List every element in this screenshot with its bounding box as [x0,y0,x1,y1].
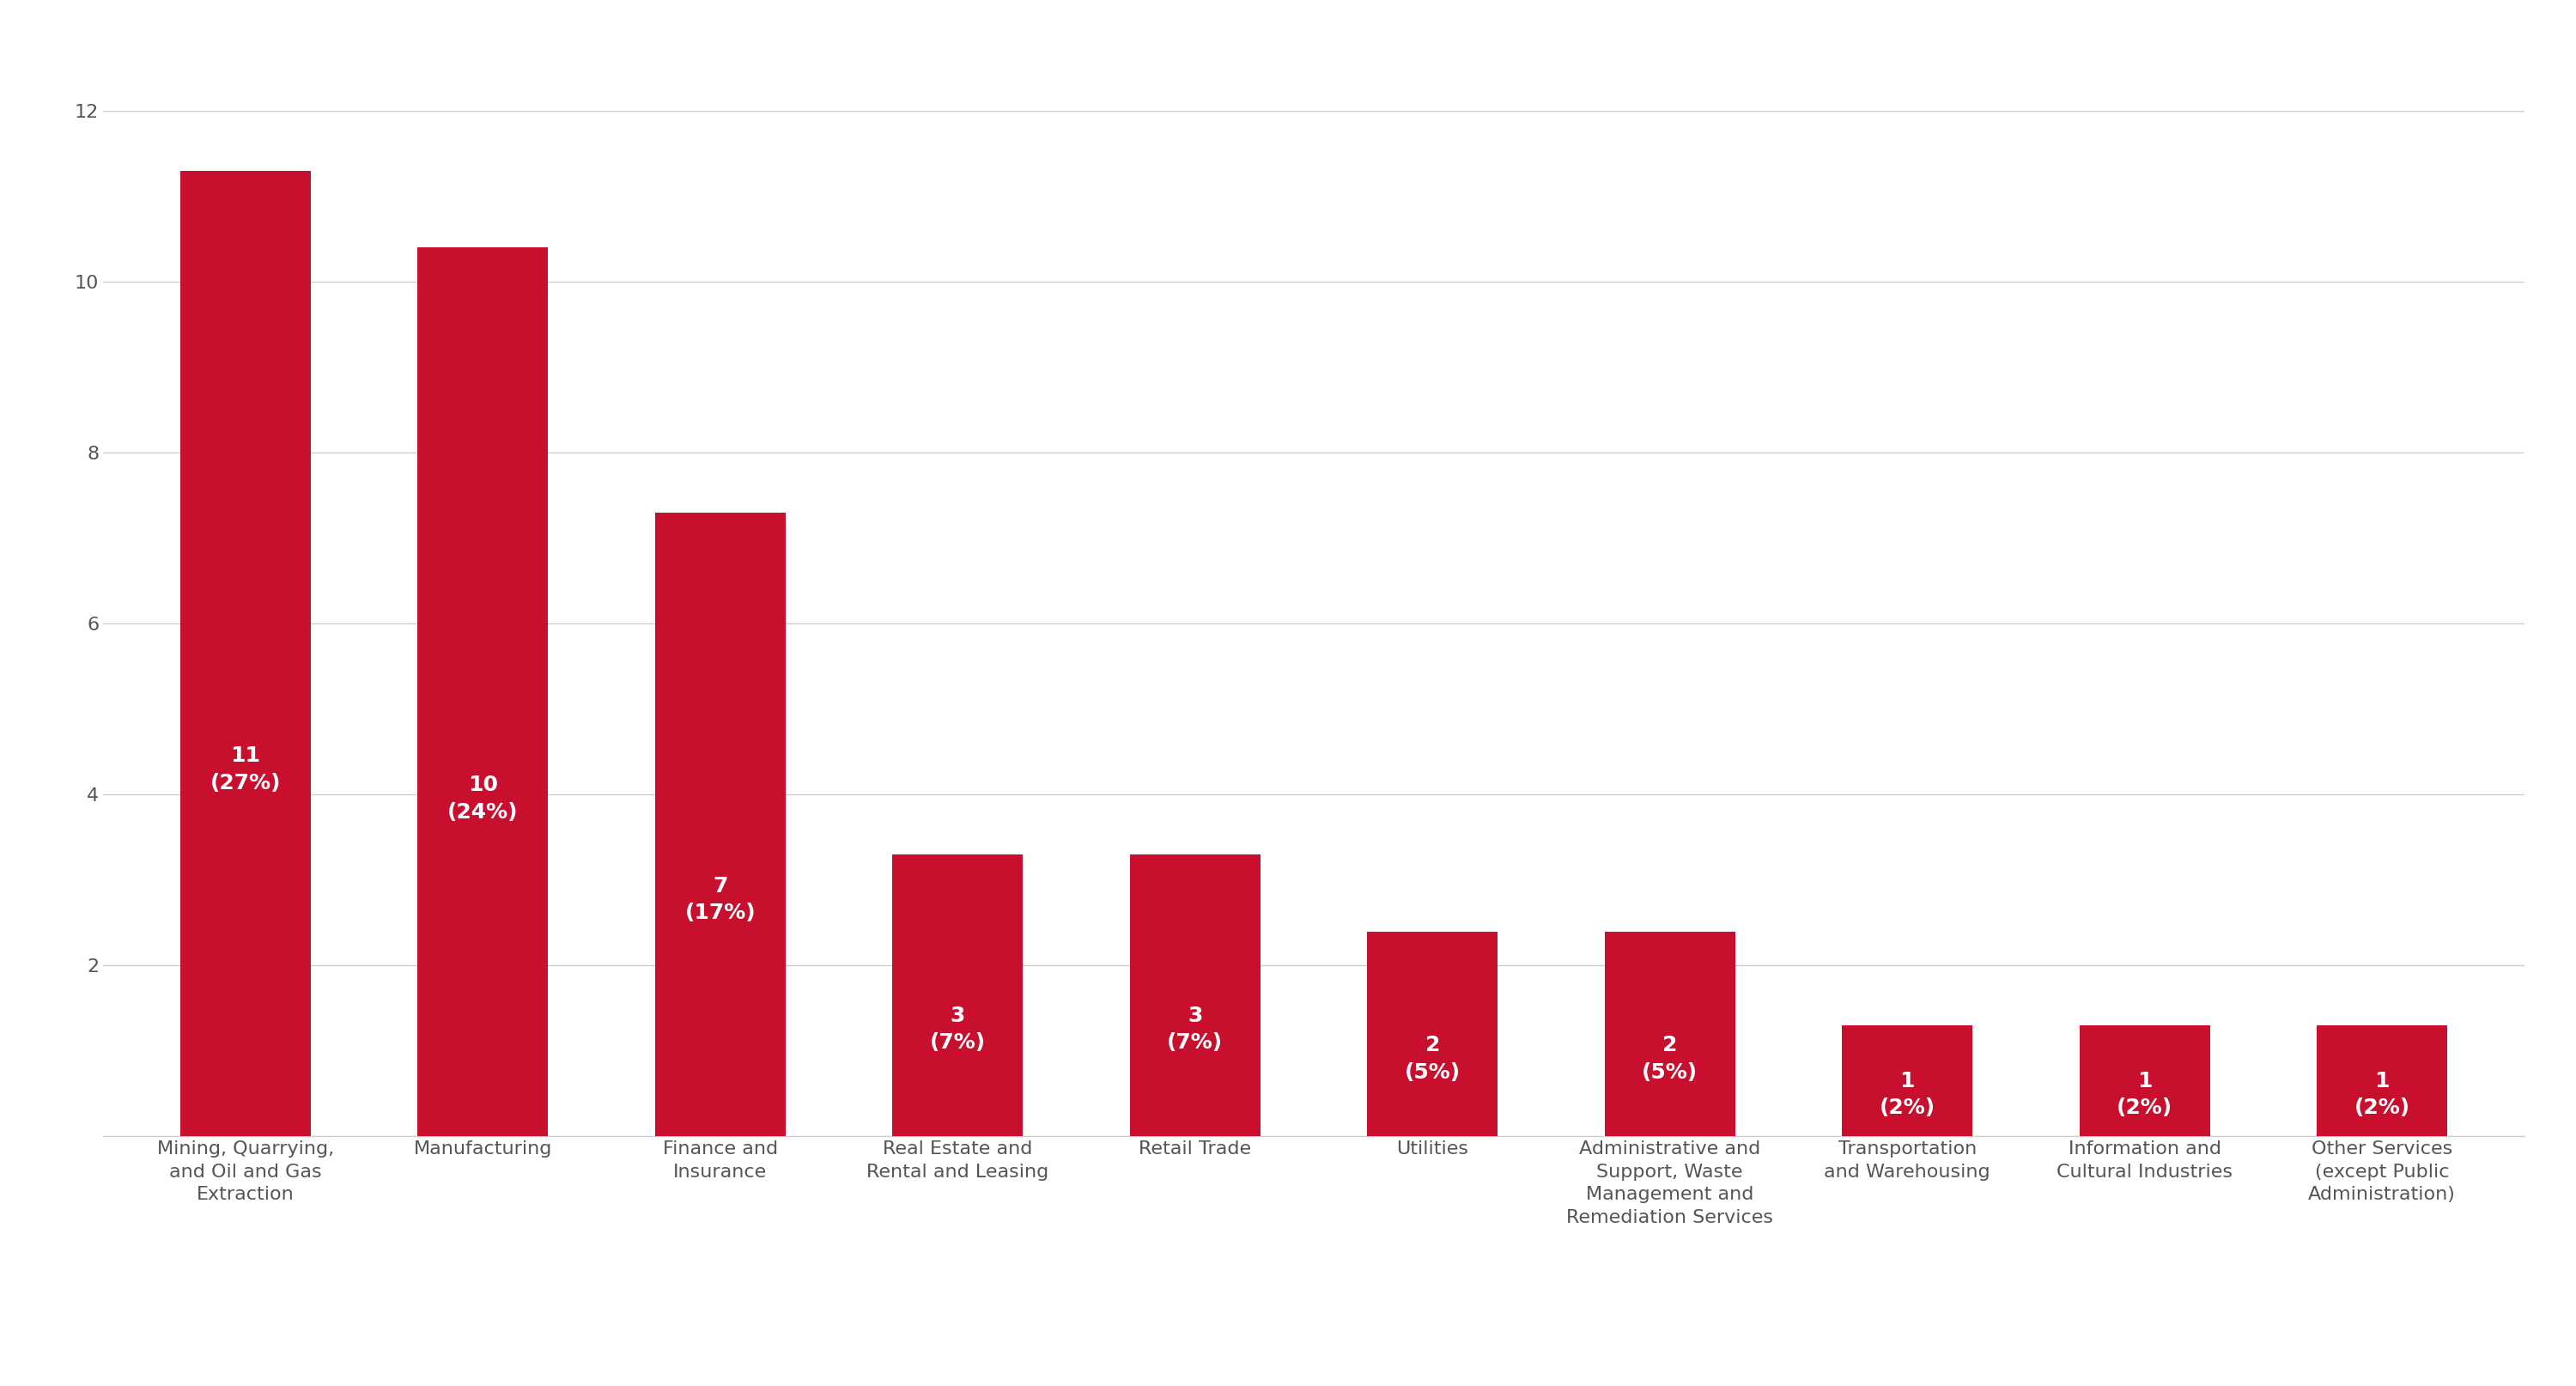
Text: 2
(5%): 2 (5%) [1641,1035,1698,1082]
Text: 1
(2%): 1 (2%) [1880,1070,1935,1119]
Text: 7
(17%): 7 (17%) [685,876,755,923]
Bar [2079,1026,2210,1137]
Bar [891,854,1023,1137]
Bar [2316,1026,2447,1137]
Bar [1842,1026,1973,1137]
Text: 11
(27%): 11 (27%) [211,746,281,793]
Bar [654,513,786,1137]
Bar [180,170,312,1137]
Text: 1
(2%): 1 (2%) [2354,1070,2411,1119]
Text: 10
(24%): 10 (24%) [448,775,518,823]
Text: 3
(7%): 3 (7%) [1167,1005,1224,1053]
Bar [1368,931,1497,1137]
Text: 2
(5%): 2 (5%) [1404,1035,1461,1082]
Text: 3
(7%): 3 (7%) [930,1005,987,1053]
Bar [1605,931,1736,1137]
Bar [417,248,549,1137]
Text: 1
(2%): 1 (2%) [2117,1070,2172,1119]
Bar [1131,854,1260,1137]
